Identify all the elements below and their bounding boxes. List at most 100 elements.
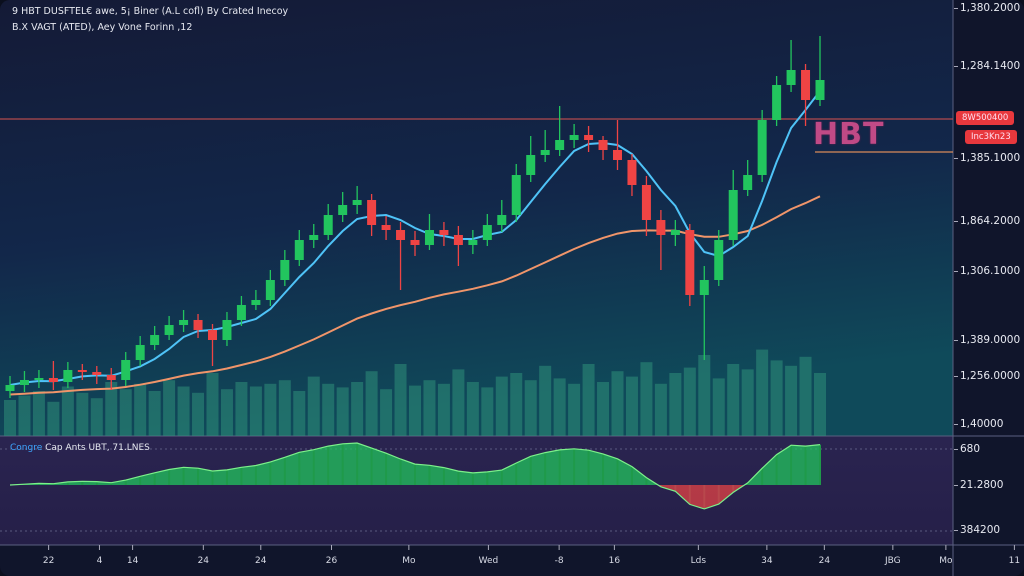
candle-body	[584, 135, 594, 140]
candle-body	[77, 370, 87, 372]
x-tick-label: 24	[818, 556, 831, 566]
candle	[77, 364, 87, 380]
candle-body	[106, 375, 116, 380]
y-tick-label: 1,40000	[953, 418, 1004, 430]
candle	[540, 130, 550, 162]
candle-body	[439, 230, 449, 235]
horizontal-lines	[0, 118, 953, 153]
candle	[179, 310, 189, 332]
candle	[338, 192, 348, 222]
candle-body	[641, 185, 651, 220]
volume-bar	[76, 392, 89, 436]
volume-bar	[683, 367, 696, 436]
candle-body	[786, 70, 796, 85]
candle-body	[569, 135, 579, 140]
x-tick-label: 26	[325, 556, 338, 566]
volume-bar	[510, 373, 523, 436]
candle-body	[511, 175, 521, 215]
candle	[294, 230, 304, 266]
volume-bar	[264, 383, 277, 436]
candle-body	[164, 325, 174, 335]
candle-body	[714, 240, 724, 280]
volume-bar	[597, 382, 610, 436]
candle-body	[19, 380, 29, 385]
candle-body	[352, 200, 362, 205]
volume-bar	[90, 398, 103, 436]
candle	[323, 204, 333, 240]
candle-body	[772, 85, 782, 120]
volume-bar	[654, 383, 667, 436]
volume-bar	[423, 380, 436, 436]
volume-bar	[785, 365, 798, 436]
osc-tick-label: 384200	[953, 524, 1001, 536]
candle	[511, 164, 521, 222]
x-tick-label: 16	[608, 556, 621, 566]
volume-bar	[409, 385, 421, 436]
candle-body	[34, 378, 44, 380]
volume-bar	[293, 391, 306, 436]
x-tick-label: Mo	[402, 556, 416, 566]
time-axis-pane	[0, 545, 953, 576]
candle	[786, 40, 796, 92]
candle-body	[627, 160, 637, 185]
volume-bar	[568, 383, 581, 436]
candle-body	[670, 230, 680, 235]
candle-body	[555, 140, 565, 150]
volume-bar	[770, 360, 783, 436]
candle	[396, 222, 406, 290]
candle-body	[757, 120, 767, 175]
chart-subtitle: B.X VAGT (ATED), Aey Vone Forinn ,12	[12, 22, 193, 33]
candle-body	[121, 360, 131, 380]
volume-bar	[640, 362, 653, 436]
volume-bar	[582, 364, 595, 436]
candle	[265, 270, 275, 306]
candle-body	[193, 320, 203, 330]
candle-body	[236, 305, 246, 320]
candle	[453, 226, 463, 266]
volume-bar	[669, 373, 682, 436]
volume-bar	[437, 383, 450, 436]
y-tick-label: 1,864.2000	[953, 215, 1021, 227]
candle	[410, 231, 420, 256]
candle-body	[728, 190, 738, 240]
volume-bar	[466, 382, 479, 436]
candle-body	[338, 205, 348, 215]
candle-body	[179, 320, 189, 325]
candle	[757, 110, 767, 182]
candles	[5, 36, 825, 398]
volume-bar	[698, 355, 711, 436]
candle	[627, 154, 637, 196]
candle-body	[743, 175, 753, 190]
candle	[424, 214, 434, 250]
candle	[222, 312, 232, 346]
volume-bar	[235, 382, 248, 436]
volume-bar	[712, 378, 725, 436]
x-tick-label: 4	[96, 556, 103, 566]
candle-body	[63, 370, 73, 382]
candle	[352, 186, 362, 214]
candle	[497, 200, 507, 232]
volume-bar	[611, 371, 624, 436]
candle	[208, 324, 217, 366]
volume-bar	[524, 380, 537, 436]
candle-body	[92, 372, 102, 375]
volume-bar	[134, 383, 147, 436]
candle	[251, 290, 261, 310]
moving-averages	[9, 90, 821, 396]
oscillator-label-highlight: Congre	[10, 443, 43, 453]
candle	[121, 352, 131, 386]
y-tick-label: 1,306.1000	[953, 265, 1021, 277]
candle	[801, 64, 811, 126]
volume-bar	[278, 380, 291, 436]
candle-body	[815, 80, 825, 100]
volume-bar	[799, 356, 812, 436]
candle	[439, 222, 449, 246]
candle	[135, 336, 145, 366]
candle	[772, 76, 782, 126]
x-tick-label: Wed	[478, 556, 499, 566]
x-tick-label: 24	[197, 556, 210, 566]
x-tick-label: 14	[126, 556, 139, 566]
oscillator-label: Congre Cap Ants UBT, 71.LNES	[10, 443, 150, 453]
